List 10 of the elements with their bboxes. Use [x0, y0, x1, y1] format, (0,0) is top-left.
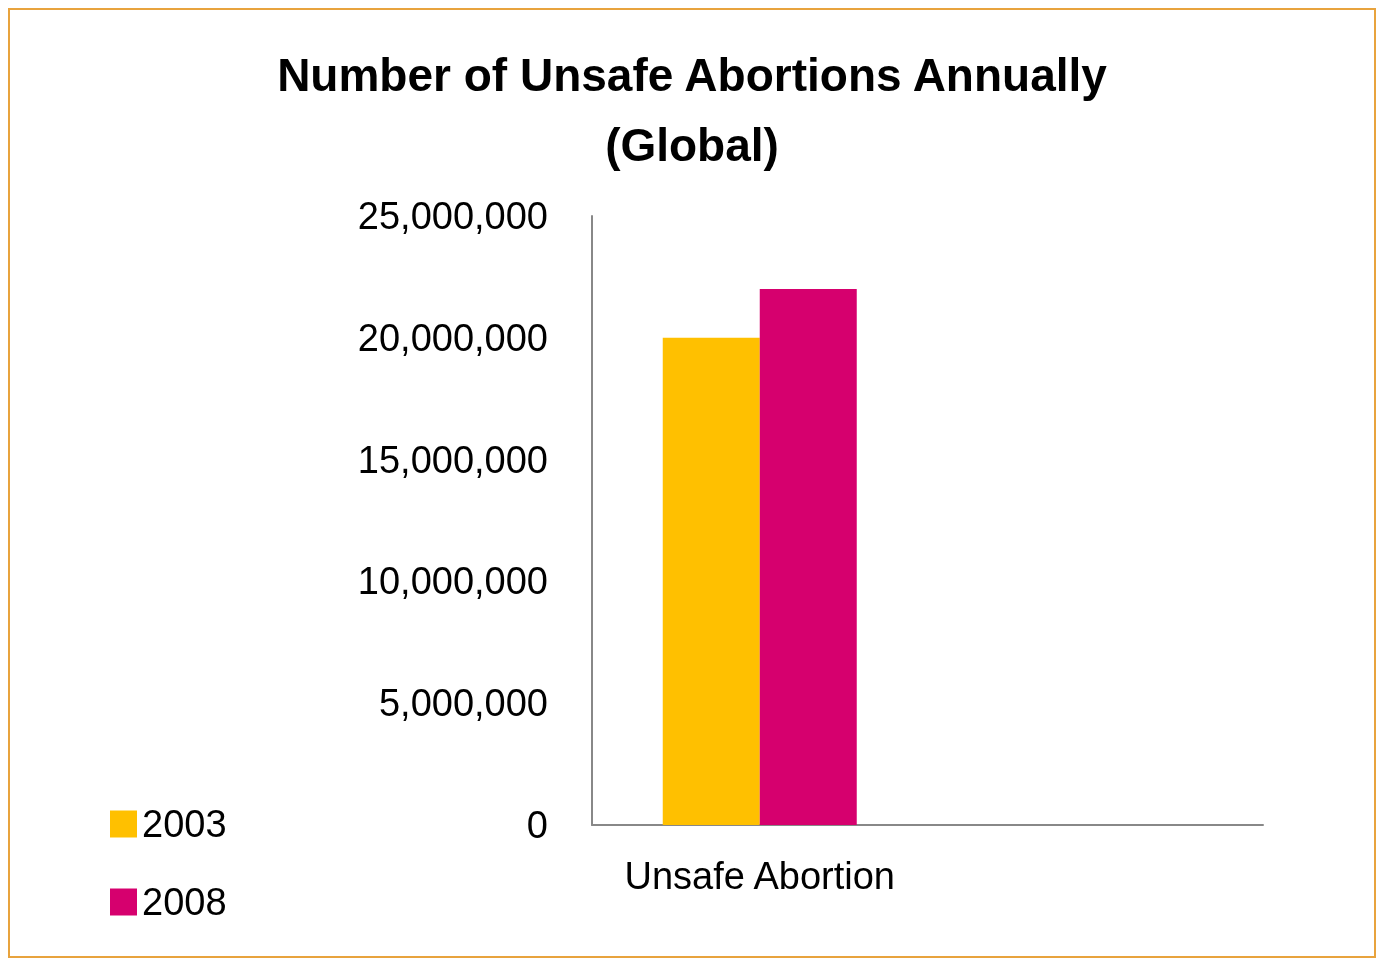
y-tick-label: 20,000,000 [357, 316, 548, 359]
y-tick-label: 0 [526, 804, 548, 846]
legend-label: 2003 [142, 803, 227, 845]
legend-label: 2008 [142, 881, 227, 923]
y-tick-label: 15,000,000 [357, 438, 548, 481]
y-tick-label: 25,000,000 [357, 195, 548, 237]
y-tick-label: 5,000,000 [378, 682, 548, 725]
y-tick-label: 10,000,000 [357, 560, 548, 603]
chart-title: Number of Unsafe Abortions Annually (Global) [277, 49, 1108, 171]
x-tick-label: Unsafe Abortion [624, 855, 895, 897]
